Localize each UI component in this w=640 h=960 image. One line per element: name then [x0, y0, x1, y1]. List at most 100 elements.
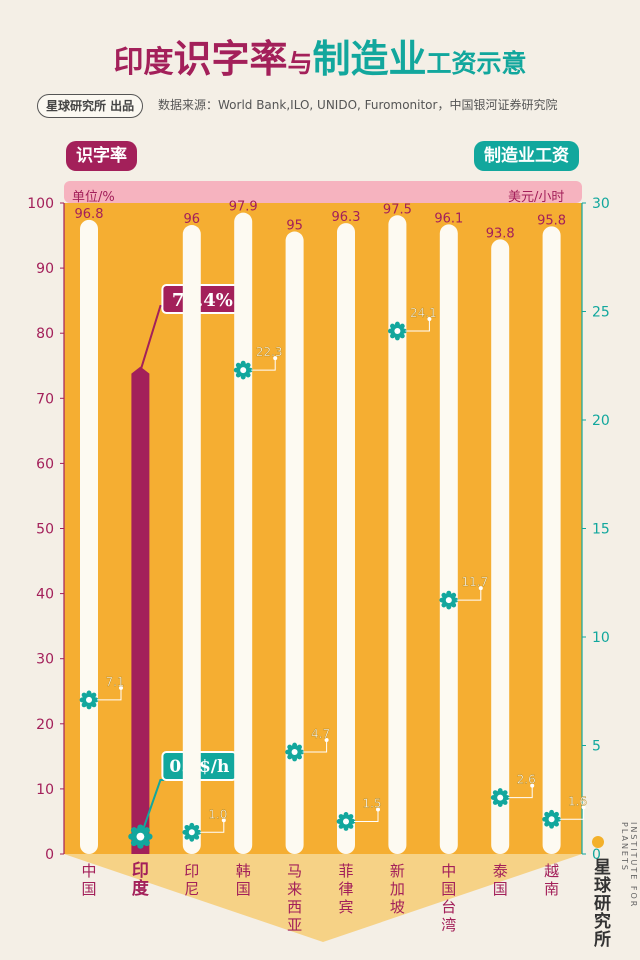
- wage-marker-petal: [446, 590, 452, 596]
- category-label: 律: [338, 880, 353, 898]
- wage-marker-petal: [91, 702, 97, 708]
- category-label: 新: [390, 862, 405, 880]
- left-tick-label: 40: [36, 587, 54, 603]
- wage-value-label: 24.1: [410, 306, 437, 320]
- category-label: 菲: [338, 862, 353, 880]
- right-tick-label: 30: [592, 196, 610, 212]
- wage-marker-petal: [343, 812, 349, 817]
- literacy-bar: [542, 226, 561, 855]
- wage-marker-petal: [504, 795, 510, 800]
- category-label: 度: [132, 878, 150, 899]
- wage-marker-petal: [245, 372, 251, 378]
- wage-value-label: 1.5: [362, 796, 381, 810]
- wage-marker-petal: [184, 824, 190, 830]
- wage-marker-petal: [497, 802, 503, 807]
- wage-marker-petal: [502, 800, 508, 805]
- chart-title: 印度识字率与制造业工资示意: [113, 36, 527, 81]
- wage-marker-petal: [299, 749, 304, 755]
- wage-marker-petal: [451, 602, 457, 608]
- wage-marker-petal: [554, 821, 559, 827]
- wage-marker-petal: [189, 836, 195, 842]
- category-label: 韩: [236, 862, 251, 880]
- literacy-value-label: 95.8: [537, 213, 566, 228]
- wage-leader-dot: [530, 783, 535, 788]
- wage-leader: [354, 809, 379, 822]
- left-tick-label: 10: [36, 782, 54, 798]
- wage-marker-center: [548, 816, 555, 823]
- left-tick-label: 0: [45, 847, 54, 863]
- wage-marker-petal: [348, 823, 354, 829]
- category-label: 台: [441, 898, 456, 916]
- wage-marker-petal: [549, 809, 554, 815]
- wage-marker-petal: [81, 702, 87, 708]
- wage-leader-dot: [273, 356, 278, 361]
- wage-marker-petal: [492, 790, 498, 796]
- wage-marker-petal: [194, 834, 200, 840]
- literacy-value-label: 96.1: [434, 211, 463, 226]
- wage-marker-petal: [343, 826, 349, 831]
- wage-marker-petal: [395, 321, 400, 327]
- left-tick-label: 100: [27, 196, 54, 212]
- wage-marker-petal: [549, 823, 554, 829]
- wage-value-label: 7.1: [105, 675, 124, 689]
- wage-marker-petal: [492, 800, 498, 805]
- wage-marker-petal: [292, 742, 297, 748]
- wage-marker-petal: [338, 823, 344, 829]
- wage-marker-center: [445, 597, 452, 604]
- literacy-value-label: 93.8: [486, 226, 515, 241]
- wage-marker-petal: [453, 597, 459, 603]
- wage-marker-petal: [240, 360, 246, 366]
- wage-marker-petal: [245, 362, 251, 368]
- wage-leader-dot: [119, 685, 123, 690]
- literacy-value-label: 97.5: [383, 202, 412, 217]
- right-tick-label: 10: [592, 630, 610, 646]
- wage-value-label: 2.6: [517, 773, 536, 787]
- left-tick-label: 80: [36, 326, 54, 342]
- category-label: 国: [493, 880, 508, 898]
- wage-marker-petal: [395, 335, 400, 341]
- wage-marker-center: [394, 328, 401, 335]
- literacy-value-label: 97.9: [229, 200, 258, 215]
- right-tick-label: 25: [592, 305, 610, 321]
- wage-marker-petal: [390, 323, 395, 329]
- category-label: 尼: [184, 880, 199, 898]
- wage-marker-petal: [235, 362, 241, 368]
- category-label: 湾: [441, 916, 456, 934]
- literacy-bar: [182, 225, 201, 855]
- category-label: 来: [287, 880, 302, 898]
- wage-marker-petal: [128, 833, 135, 840]
- category-label: 越: [544, 862, 559, 880]
- wage-value-label: 1.6: [568, 794, 587, 808]
- wage-marker-center: [497, 794, 504, 801]
- wage-marker-petal: [446, 604, 452, 610]
- wage-marker-petal: [439, 597, 445, 603]
- wage-marker-petal: [348, 814, 354, 819]
- category-label: 西: [287, 898, 302, 916]
- category-label: 印: [184, 862, 199, 880]
- category-label: 南: [544, 880, 559, 898]
- literacy-bar: [491, 239, 510, 854]
- wage-marker-petal: [502, 790, 508, 796]
- wage-leader-dot: [376, 807, 380, 812]
- literacy-bar: [439, 224, 458, 854]
- wage-marker-petal: [86, 690, 92, 696]
- wage-leader: [508, 785, 533, 799]
- literacy-bar: [80, 219, 98, 854]
- wage-marker-petal: [79, 697, 85, 703]
- category-label: 中: [441, 862, 456, 880]
- left-tick-label: 30: [36, 652, 54, 668]
- category-label: 坡: [390, 898, 405, 916]
- wage-marker-petal: [399, 323, 405, 329]
- wage-leader: [97, 687, 122, 701]
- wage-marker-petal: [189, 822, 195, 828]
- wage-marker-petal: [544, 821, 550, 827]
- wage-leader: [405, 319, 430, 332]
- wage-marker-petal: [235, 372, 241, 378]
- wage-marker-center: [343, 818, 349, 825]
- category-label: 泰: [493, 862, 508, 880]
- literacy-value-label: 96: [184, 212, 201, 227]
- wage-marker-petal: [137, 824, 144, 831]
- wage-marker-petal: [441, 592, 447, 598]
- wage-marker-petal: [240, 374, 246, 380]
- category-label: 国: [81, 880, 96, 898]
